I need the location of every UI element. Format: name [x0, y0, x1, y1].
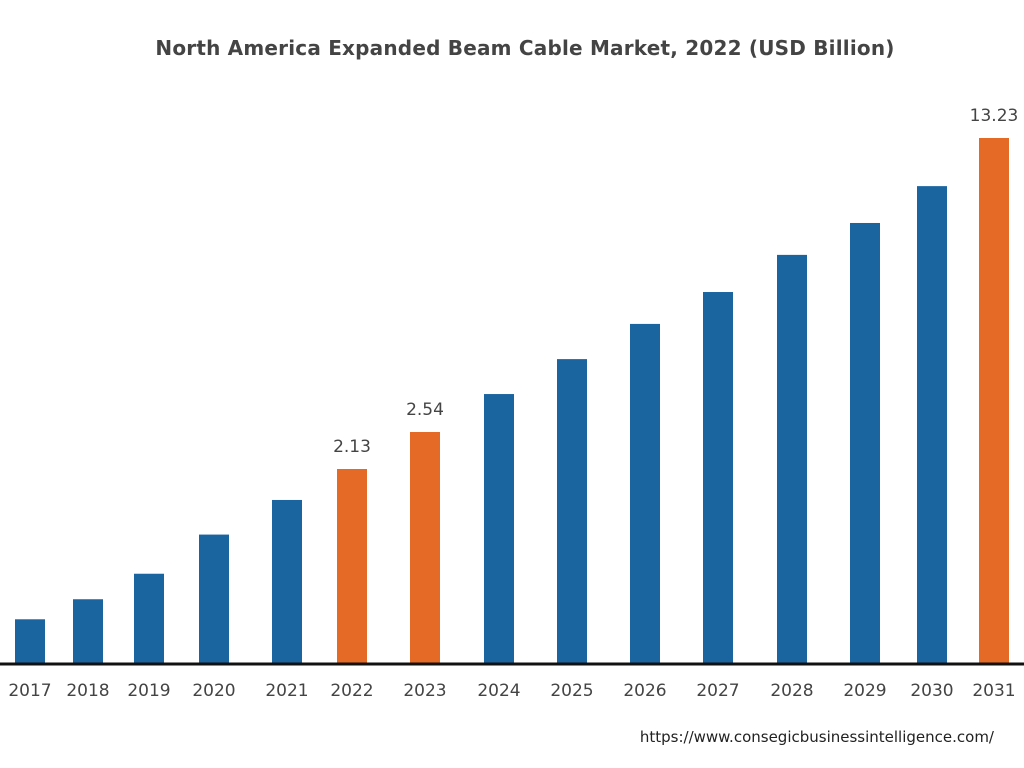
x-tick-label: 2024 — [477, 681, 520, 701]
x-tick-label: 2021 — [265, 681, 308, 701]
bar-2021 — [272, 499, 302, 663]
x-tick-label: 2031 — [972, 681, 1015, 701]
x-tick-label: 2022 — [330, 681, 373, 701]
data-label-2022: 2.13 — [333, 437, 371, 457]
x-tick-label: 2018 — [66, 681, 109, 701]
bar-2022 — [337, 469, 367, 663]
x-tick-label: 2017 — [8, 681, 51, 701]
bar-2020 — [199, 534, 229, 663]
source-url[interactable]: https://www.consegicbusinessintelligence… — [639, 728, 994, 746]
x-tick-label: 2020 — [192, 681, 235, 701]
data-label-2031: 13.23 — [970, 106, 1019, 126]
bar-2017 — [15, 619, 45, 663]
bar-2018 — [73, 599, 103, 663]
x-tick-label: 2029 — [843, 681, 886, 701]
bar-2028 — [777, 254, 807, 663]
x-tick-label: 2030 — [910, 681, 953, 701]
bar-2029 — [850, 222, 880, 663]
bar-2024 — [484, 394, 514, 663]
bar-2030 — [917, 186, 947, 663]
bar-2025 — [557, 359, 587, 663]
x-tick-label: 2027 — [696, 681, 739, 701]
x-tick-label: 2026 — [623, 681, 666, 701]
bar-2023 — [410, 432, 440, 663]
x-tick-label: 2019 — [127, 681, 170, 701]
bar-2019 — [134, 573, 164, 663]
data-label-2023: 2.54 — [406, 400, 444, 420]
x-tick-label: 2023 — [403, 681, 446, 701]
bar-2027 — [703, 292, 733, 663]
bar-2031 — [979, 138, 1009, 663]
x-tick-label: 2028 — [770, 681, 813, 701]
bar-2026 — [630, 323, 660, 663]
x-tick-label: 2025 — [550, 681, 593, 701]
chart-title: North America Expanded Beam Cable Market… — [155, 36, 895, 60]
